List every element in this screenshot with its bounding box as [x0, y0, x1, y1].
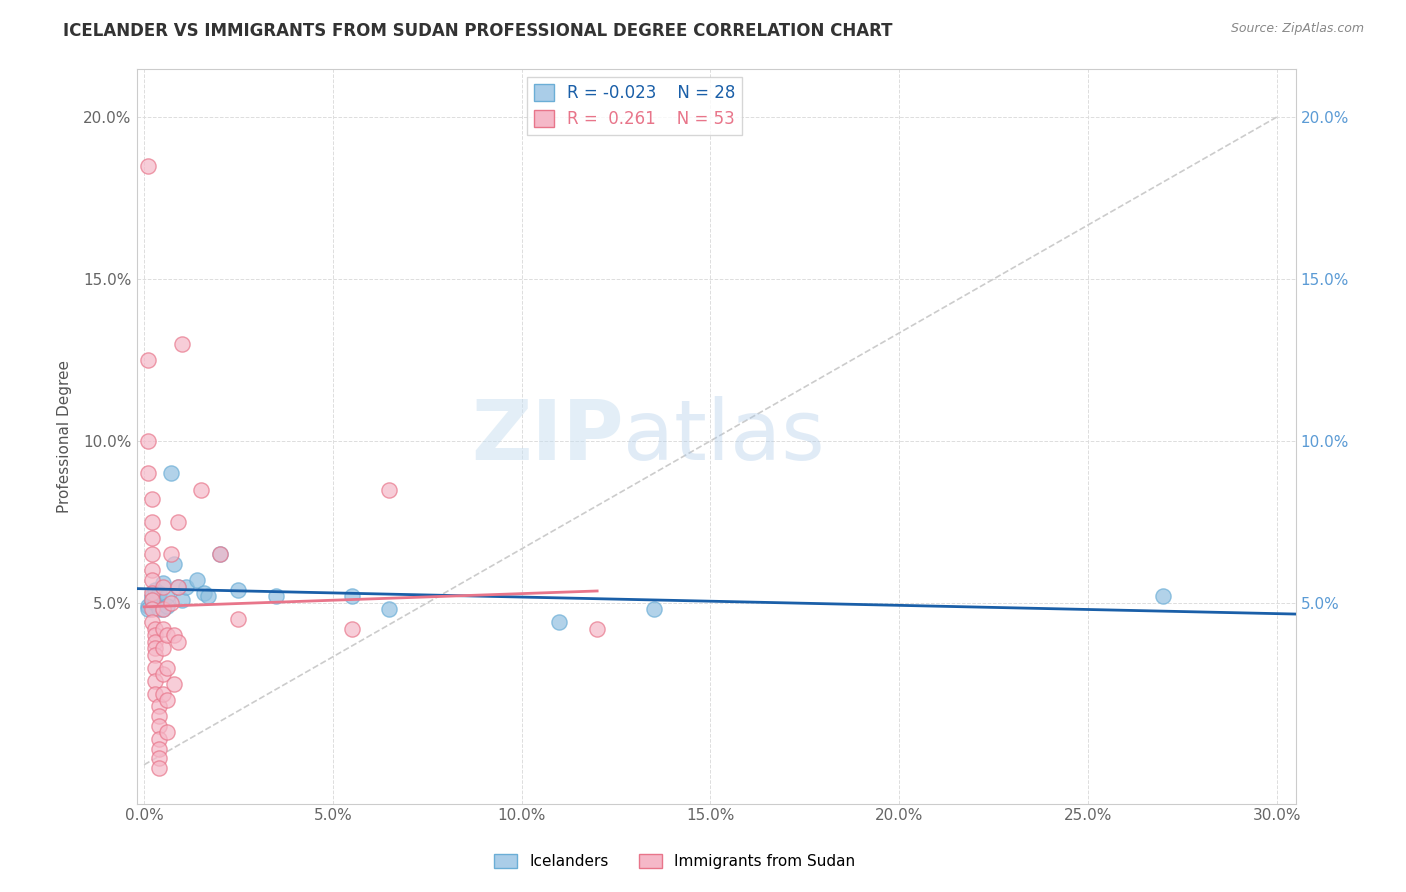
- Point: [148, 731, 170, 746]
- Legend: R = -0.023    N = 28, R =  0.261    N = 53: R = -0.023 N = 28, R = 0.261 N = 53: [527, 77, 742, 135]
- Point: [190, 483, 212, 497]
- Point: [156, 628, 179, 642]
- Point: [141, 590, 163, 604]
- Point: [145, 582, 167, 597]
- Point: [148, 709, 170, 723]
- Point: [378, 602, 401, 616]
- Point: [156, 725, 179, 739]
- Point: [197, 590, 219, 604]
- Point: [141, 615, 163, 630]
- Point: [208, 547, 231, 561]
- Point: [586, 622, 609, 636]
- Point: [156, 590, 179, 604]
- Legend: Icelanders, Immigrants from Sudan: Icelanders, Immigrants from Sudan: [488, 848, 862, 875]
- Text: ICELANDER VS IMMIGRANTS FROM SUDAN PROFESSIONAL DEGREE CORRELATION CHART: ICELANDER VS IMMIGRANTS FROM SUDAN PROFE…: [63, 22, 893, 40]
- Point: [136, 602, 159, 616]
- Point: [141, 515, 163, 529]
- Point: [170, 592, 193, 607]
- Text: Source: ZipAtlas.com: Source: ZipAtlas.com: [1230, 22, 1364, 36]
- Point: [163, 628, 186, 642]
- Point: [141, 586, 163, 600]
- Point: [148, 761, 170, 775]
- Point: [145, 660, 167, 674]
- Text: atlas: atlas: [623, 395, 825, 476]
- Point: [228, 582, 250, 597]
- Point: [152, 641, 174, 656]
- Point: [148, 586, 170, 600]
- Point: [208, 547, 231, 561]
- Point: [141, 602, 163, 616]
- Point: [378, 483, 401, 497]
- Point: [148, 719, 170, 733]
- Point: [141, 592, 163, 607]
- Point: [167, 580, 190, 594]
- Point: [167, 634, 190, 648]
- Point: [148, 741, 170, 756]
- Point: [152, 576, 174, 591]
- Point: [141, 531, 163, 545]
- Point: [152, 602, 174, 616]
- Point: [193, 586, 215, 600]
- Point: [156, 693, 179, 707]
- Point: [159, 467, 181, 481]
- Point: [136, 467, 159, 481]
- Point: [152, 622, 174, 636]
- Point: [1152, 590, 1174, 604]
- Point: [141, 564, 163, 578]
- Point: [145, 648, 167, 662]
- Point: [145, 673, 167, 688]
- Point: [152, 686, 174, 700]
- Point: [145, 634, 167, 648]
- Text: ZIP: ZIP: [471, 395, 623, 476]
- Point: [340, 590, 363, 604]
- Point: [145, 628, 167, 642]
- Point: [136, 434, 159, 448]
- Point: [548, 615, 571, 630]
- Point: [145, 596, 167, 610]
- Point: [174, 580, 197, 594]
- Point: [170, 336, 193, 351]
- Point: [136, 159, 159, 173]
- Point: [136, 353, 159, 368]
- Point: [145, 641, 167, 656]
- Point: [167, 515, 190, 529]
- Point: [163, 557, 186, 571]
- Point: [152, 580, 174, 594]
- Point: [228, 612, 250, 626]
- Point: [148, 751, 170, 765]
- Point: [167, 580, 190, 594]
- Point: [148, 699, 170, 714]
- Point: [141, 547, 163, 561]
- Point: [264, 590, 287, 604]
- Point: [152, 667, 174, 681]
- Point: [159, 596, 181, 610]
- Point: [340, 622, 363, 636]
- Point: [141, 492, 163, 507]
- Point: [163, 677, 186, 691]
- Point: [156, 599, 179, 613]
- Point: [643, 602, 665, 616]
- Point: [152, 602, 174, 616]
- Y-axis label: Professional Degree: Professional Degree: [58, 359, 72, 513]
- Point: [141, 592, 163, 607]
- Point: [156, 660, 179, 674]
- Point: [159, 547, 181, 561]
- Point: [136, 599, 159, 613]
- Point: [145, 622, 167, 636]
- Point: [148, 602, 170, 616]
- Point: [145, 686, 167, 700]
- Point: [186, 573, 208, 587]
- Point: [141, 573, 163, 587]
